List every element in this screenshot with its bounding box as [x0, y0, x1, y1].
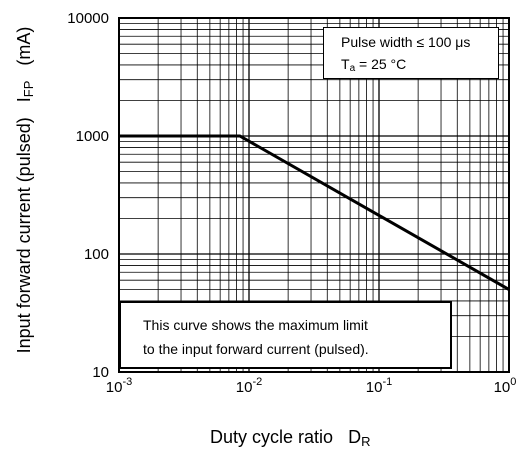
y-tick-label: 1000: [76, 128, 109, 145]
y-axis-symbol: I: [14, 97, 34, 103]
x-axis-label-text: Duty cycle ratio: [210, 427, 334, 447]
y-axis-label-container: Input forward current (pulsed) IFP (mA): [10, 0, 40, 380]
y-tick-labels: 10 100 1000 10000: [67, 10, 109, 381]
temperature-value: = 25 °C: [355, 56, 407, 72]
x-tick-labels: 10-3 10-2 10-1 100: [106, 376, 517, 396]
conditions-box: Pulse width ≤ 100 μs Ta = 25 °C: [323, 27, 499, 79]
limit-note-line-1: This curve shows the maximum limit: [143, 317, 368, 333]
y-axis-symbol-subscript: FP: [21, 80, 36, 98]
y-axis-label-text: Input forward current (pulsed): [14, 117, 34, 354]
temperature-symbol-subscript: a: [349, 63, 356, 74]
x-tick-label: 10-3: [106, 376, 132, 396]
condition-temperature: Ta = 25 °C: [341, 53, 498, 80]
y-axis-label: Input forward current (pulsed) IFP (mA): [14, 27, 36, 354]
condition-pulse-width: Pulse width ≤ 100 μs: [341, 34, 471, 50]
limit-note-line-2: to the input forward current (pulsed).: [143, 341, 369, 357]
x-axis-symbol-subscript: R: [361, 434, 371, 449]
x-tick-label: 10-2: [236, 376, 262, 396]
y-tick-label: 10: [92, 364, 109, 381]
y-tick-label: 100: [84, 246, 109, 263]
x-tick-label: 100: [494, 376, 517, 396]
temperature-symbol: T: [341, 56, 350, 72]
chart-series: [119, 134, 510, 291]
x-tick-label: 10-1: [366, 376, 392, 396]
x-axis-symbol: D: [348, 427, 362, 447]
y-tick-label: 10000: [67, 10, 109, 27]
x-axis-label: Duty cycle ratio DR: [210, 427, 370, 449]
series-line: [119, 134, 510, 291]
y-axis-unit: (mA): [14, 26, 34, 66]
limit-note-box: This curve shows the maximum limit to th…: [119, 301, 452, 369]
plot-frame: [118, 17, 510, 373]
